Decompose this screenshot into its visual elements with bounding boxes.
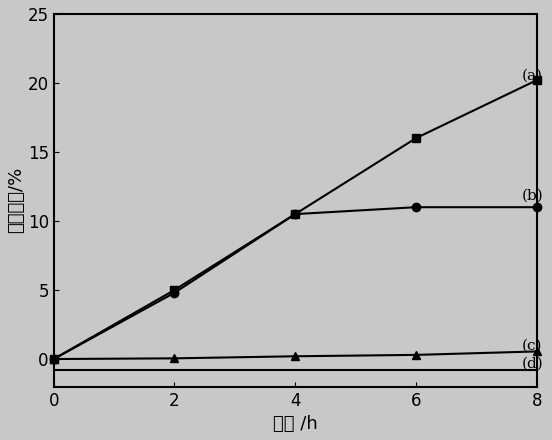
Text: (d): (d)	[522, 357, 543, 371]
Y-axis label: 苯转化率/%: 苯转化率/%	[7, 167, 25, 233]
X-axis label: 时间 /h: 时间 /h	[273, 415, 317, 433]
Text: (b): (b)	[522, 189, 543, 203]
Text: (a): (a)	[522, 69, 543, 83]
Text: (c): (c)	[522, 338, 542, 352]
